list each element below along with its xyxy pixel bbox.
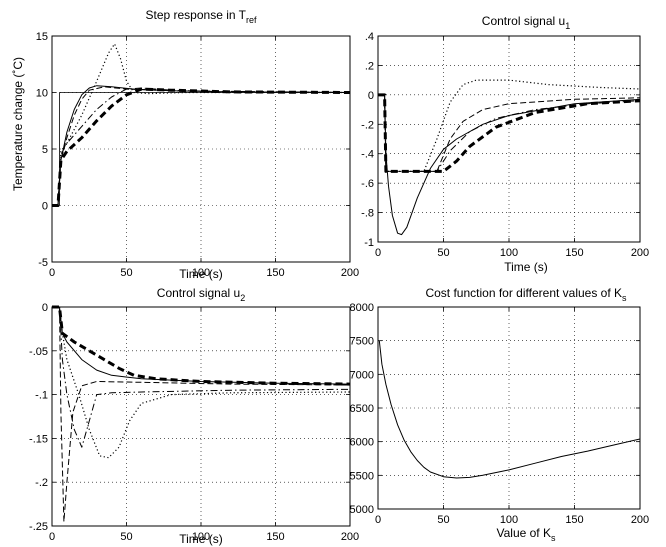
y-tick-label: 7500 [350, 336, 374, 348]
y-tick-label: -.2 [361, 119, 374, 131]
x-tick-label: 200 [341, 531, 359, 543]
series-line-thick-dashed [378, 93, 641, 173]
x-tick-label: 150 [565, 247, 583, 259]
series-line-dashdot [52, 87, 351, 206]
y-tick-label: 5500 [350, 470, 374, 482]
x-tick-label: 100 [500, 247, 518, 259]
y-tick-label: 8000 [350, 302, 374, 314]
panel-title: Step response in Tref [145, 8, 257, 25]
x-tick-label: 200 [631, 514, 649, 526]
panel-title: Control signal u1 [482, 14, 570, 31]
y-tick-label: .4 [365, 31, 374, 43]
x-tick-label: 50 [437, 247, 449, 259]
series-line-dashdot [378, 94, 641, 172]
x-tick-label: 150 [565, 514, 583, 526]
step-response-panel: Step response in Tref Temperature change… [11, 8, 359, 281]
x-tick-label: 200 [631, 247, 649, 259]
x-tick-label: 50 [437, 514, 449, 526]
y-tick-label: 0 [42, 201, 48, 213]
series-line-thick-dashed [52, 87, 351, 207]
series-line-solid [52, 85, 351, 206]
x-tick-label: 150 [266, 531, 284, 543]
x-tick-label: 100 [192, 531, 210, 543]
control-signal-u2-panel: Control signal u2 Time (s) 0 50 100 150 200 -… [29, 286, 359, 546]
y-tick-label: -.1 [35, 390, 48, 402]
y-tick-label: -.15 [29, 433, 48, 445]
x-tick-label: 100 [500, 514, 518, 526]
series-line-thick-dashed [52, 305, 351, 386]
x-axis-label: Time (s) [504, 260, 548, 274]
panel-title: Cost function for different values of Ks [425, 286, 627, 303]
series-line-dashed [52, 306, 351, 523]
series-line-dotted [378, 79, 641, 172]
x-tick-label: 0 [49, 531, 55, 543]
y-tick-label: -.8 [361, 208, 374, 220]
series-line-dotted [52, 306, 351, 459]
x-axis-label: Time (s) [179, 532, 223, 546]
series-line-solid [378, 340, 641, 479]
y-tick-label: -.25 [29, 521, 48, 533]
x-axis-label: Time (s) [179, 267, 223, 281]
y-tick-label: 7000 [350, 369, 374, 381]
panel-title: Control signal u2 [157, 286, 245, 303]
y-axis-label: Temperature change (˚C) [11, 57, 25, 191]
x-tick-label: 0 [375, 514, 381, 526]
series-line-dashdot [52, 306, 351, 448]
series-line-solid [52, 306, 351, 385]
x-axis-label: Value of Ks [497, 526, 556, 543]
x-tick-label: 200 [341, 267, 359, 279]
y-tick-label: -.4 [361, 149, 374, 161]
y-tick-label: -.2 [35, 477, 48, 489]
series-line-dashed [378, 94, 641, 172]
y-tick-label: 6500 [350, 403, 374, 415]
y-tick-label: -5 [38, 257, 48, 269]
control-signal-u1-panel: Control signal u1 Time (s) 0 50 100 150 200 -… [361, 14, 649, 274]
plot-frame [377, 35, 641, 243]
y-tick-label: 5000 [350, 504, 374, 516]
y-tick-label: -.05 [29, 346, 48, 358]
x-tick-label: 150 [266, 267, 284, 279]
y-tick-label: 15 [36, 31, 48, 43]
x-tick-label: 0 [375, 247, 381, 259]
y-tick-label: -1 [364, 237, 374, 249]
y-tick-label: 10 [36, 88, 48, 100]
x-tick-label: 50 [120, 267, 132, 279]
y-tick-label: 0 [42, 302, 48, 314]
x-tick-label: 50 [120, 531, 132, 543]
y-tick-label: 6000 [350, 437, 374, 449]
x-tick-label: 100 [192, 267, 210, 279]
cost-function-panel: Cost function for different values of Ks… [350, 286, 650, 543]
x-tick-label: 0 [49, 267, 55, 279]
y-tick-label: -.6 [361, 178, 374, 190]
y-tick-label: 5 [42, 144, 48, 156]
y-tick-label: .2 [365, 60, 374, 72]
y-tick-label: 0 [368, 90, 374, 102]
